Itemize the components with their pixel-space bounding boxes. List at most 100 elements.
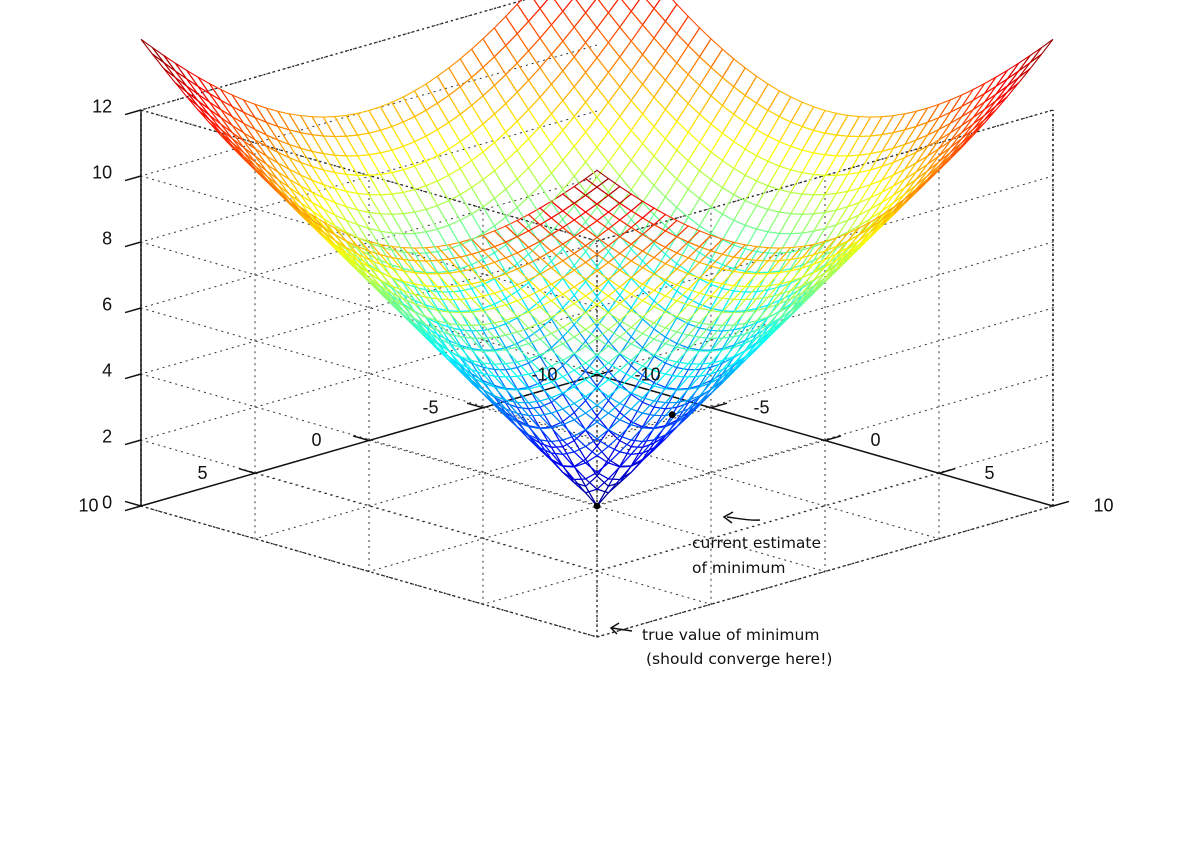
marker-true-minimum xyxy=(593,502,601,510)
mesh-cell xyxy=(527,96,553,128)
mesh-cell xyxy=(584,146,610,179)
mesh-cell xyxy=(710,76,735,107)
mesh-cell xyxy=(379,125,405,151)
mesh-cell xyxy=(789,171,815,195)
mesh-cell xyxy=(253,127,279,153)
mesh-cell xyxy=(801,129,826,154)
mesh-cell xyxy=(550,40,575,72)
mesh-cell xyxy=(596,220,621,253)
mesh-cell xyxy=(607,465,633,481)
mesh-cell xyxy=(401,246,428,262)
mesh-cell xyxy=(687,113,712,144)
y-tick-label: 5 xyxy=(197,463,207,483)
mesh-cell xyxy=(481,350,507,365)
mesh-cell xyxy=(219,88,246,114)
mesh-cell xyxy=(333,114,359,137)
mesh-cell xyxy=(698,37,724,69)
mesh-cell xyxy=(596,310,621,343)
mesh-cell xyxy=(607,323,632,356)
mesh-cell xyxy=(778,191,804,215)
mesh-cell xyxy=(584,116,610,149)
gridline-y xyxy=(254,208,712,605)
mesh-cell xyxy=(573,41,598,74)
x-tick-label: 5 xyxy=(984,463,994,483)
point-markers xyxy=(593,411,676,510)
mesh-cell xyxy=(584,186,610,205)
mesh-cell xyxy=(880,113,906,136)
mesh-cell xyxy=(778,213,804,235)
mesh-cell xyxy=(573,101,598,134)
y-tick-mark xyxy=(352,435,370,442)
mesh-cell xyxy=(698,123,724,153)
mesh-cell xyxy=(891,150,918,177)
mesh-cell xyxy=(584,169,610,188)
mesh-cell xyxy=(607,115,632,148)
mesh-cell xyxy=(824,155,849,176)
mesh-cell xyxy=(391,96,416,123)
z-tick-label: 8 xyxy=(102,229,112,249)
mesh-cell xyxy=(801,152,826,176)
mesh-cell xyxy=(550,326,576,345)
mesh-cell xyxy=(562,0,587,29)
mesh-cell xyxy=(824,112,849,136)
mesh-cell xyxy=(630,260,655,292)
mesh-cell xyxy=(926,110,952,137)
mesh-cell xyxy=(516,20,541,52)
arrow-current-estimate xyxy=(722,511,761,524)
z-tick-mark xyxy=(124,307,142,314)
mesh-cell xyxy=(618,276,644,295)
gridline-x xyxy=(368,175,826,573)
mesh-cell xyxy=(789,149,815,174)
mesh-cell xyxy=(835,114,861,137)
mesh-cell xyxy=(390,191,416,215)
mesh-cell xyxy=(425,228,450,253)
mesh-cell xyxy=(493,102,518,134)
y-tick-label: 10 xyxy=(78,496,98,516)
mesh-cell xyxy=(550,159,575,191)
mesh-cell xyxy=(645,0,661,10)
mesh-cell xyxy=(630,24,655,56)
mesh-cell xyxy=(470,37,496,69)
mesh-cell xyxy=(505,149,530,180)
mesh-cell xyxy=(573,131,598,164)
mesh-cell xyxy=(596,161,621,193)
mesh-cell xyxy=(835,154,861,176)
mesh-cell xyxy=(687,55,712,87)
y-tick-mark xyxy=(466,402,484,409)
gridline-x xyxy=(140,110,598,507)
z-tick-mark xyxy=(124,373,142,380)
mesh-cell xyxy=(619,99,644,132)
mesh-cell xyxy=(562,56,587,88)
mesh-cell xyxy=(573,220,598,253)
mesh-cell xyxy=(687,27,712,58)
mesh-cell xyxy=(596,11,621,44)
mesh-cell xyxy=(641,125,667,157)
mesh-cell xyxy=(379,171,405,195)
mesh-cell xyxy=(835,135,861,157)
z-tick-mark xyxy=(124,175,142,182)
mesh-cell xyxy=(550,99,575,132)
mesh-cell xyxy=(345,155,370,176)
mesh-cell xyxy=(664,62,689,93)
x-tick-mark xyxy=(824,435,842,442)
mesh-cell xyxy=(630,200,655,219)
mesh-cell xyxy=(573,11,598,44)
mesh-cell xyxy=(698,66,724,97)
mesh-cell xyxy=(333,154,359,176)
mesh-cell xyxy=(561,465,587,481)
mesh-cell xyxy=(493,73,518,105)
gridline-y xyxy=(482,142,940,540)
annotation-true-min-line1: true value of minimum xyxy=(642,626,819,644)
mesh-cell xyxy=(516,49,541,82)
mesh-cell xyxy=(630,0,655,26)
mesh-cell xyxy=(562,323,587,356)
mesh-cell xyxy=(505,62,530,93)
mesh-cell xyxy=(140,38,165,64)
mesh-cell xyxy=(311,116,336,138)
mesh-cell xyxy=(573,194,598,213)
mesh-cell xyxy=(846,116,872,138)
mesh-cell xyxy=(539,142,564,175)
mesh-cell xyxy=(562,145,587,178)
z-tick-mark xyxy=(124,505,142,512)
mesh-cell xyxy=(322,135,348,157)
